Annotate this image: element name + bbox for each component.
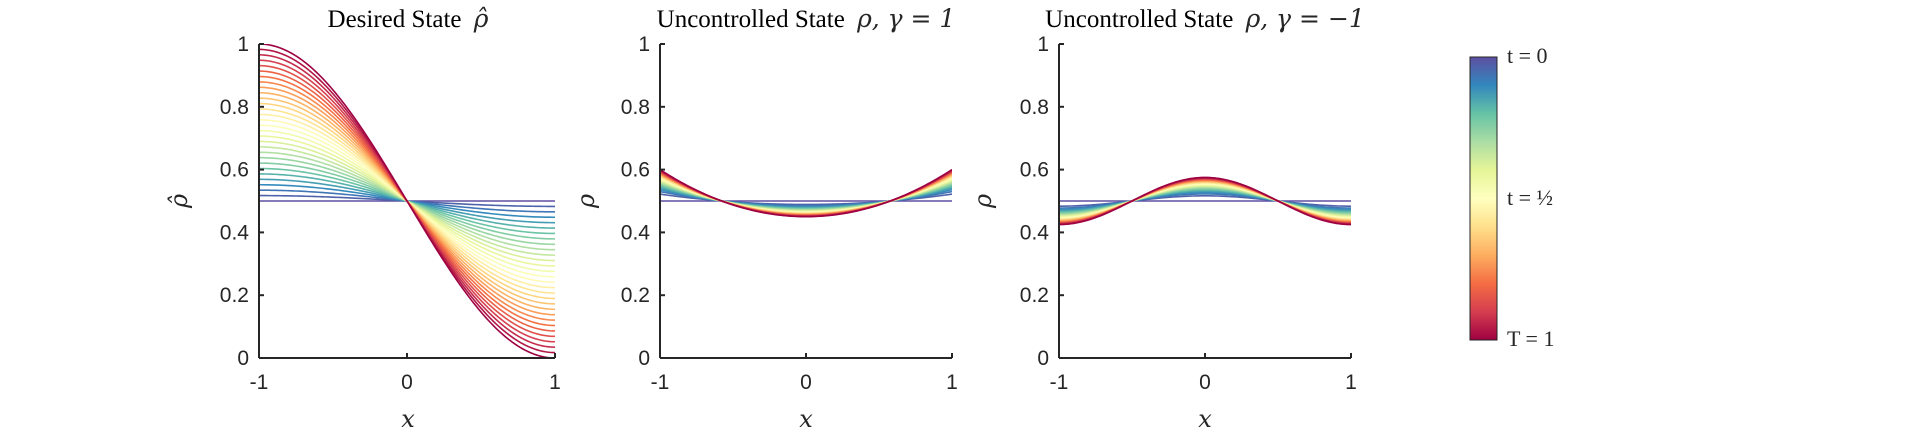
series-curves [259,44,555,359]
y-tick-label: 0.6 [621,159,650,182]
y-axis-label: ρ [572,194,600,209]
series-line [1059,195,1351,207]
series-line [1059,176,1351,226]
panel-title: Uncontrolled State ρ, γ = 1 [657,4,956,33]
x-tick-label: -1 [250,371,269,394]
panel-desired-state: Desired State ρ̂ 00.20.40.60.81-1 0 1 x ρ̂ [165,4,561,433]
axes: 00.20.40.60.81-1 0 1 [220,33,561,394]
series-curves [1059,176,1351,226]
y-tick-label: 0.6 [1020,159,1049,182]
series-line [259,44,555,359]
y-tick-label: 0.2 [621,284,650,307]
axes: 00.20.40.60.81-1 0 1 [621,33,958,394]
x-axis-label: x [799,405,813,433]
y-tick-label: 0.2 [220,284,249,307]
y-tick-label: 0 [237,347,249,370]
y-tick-label: 0.8 [220,96,249,119]
x-tick-label: 1 [549,371,561,394]
y-tick-label: 0.6 [220,159,249,182]
x-tick-label: 0 [1199,371,1211,394]
panel-title: Uncontrolled State ρ, γ = −1 [1045,4,1365,33]
panel-title-symbol: ρ, γ = 1 [856,4,955,33]
panel-title-symbol: ρ̂ [473,4,489,33]
panel-title: Desired State ρ̂ [328,4,489,33]
x-tick-label: 1 [946,371,958,394]
series-curves [660,168,952,218]
y-tick-label: 0.4 [220,221,250,244]
y-tick-label: 1 [638,33,650,56]
panel-uncontrolled-gamma-1: Uncontrolled State ρ, γ = 1 0 0.2 0.4 0.6 0.… [572,4,958,433]
y-axis-label: ρ [969,194,997,209]
x-axis-label: x [1198,405,1212,433]
panel-title-text: Uncontrolled State [1045,6,1233,33]
plot-area [259,44,555,359]
y-tick-label: 0.8 [1020,96,1049,119]
x-tick-label: 1 [1345,371,1357,394]
y-tick-label: 0.2 [1020,284,1049,307]
y-tick-label: 0.8 [621,96,650,119]
colorbar: t = 0 t = ½ T = 1 [1469,43,1554,351]
panel-title-symbol: ρ, γ = −1 [1245,4,1365,33]
y-tick-label: 1 [237,33,249,56]
y-tick-label: 0.4 [1020,221,1050,244]
colorbar-label-middle: t = ½ [1507,185,1553,210]
y-tick-label: 0.4 [621,221,651,244]
axes: 00.20.40.60.81-1 0 1 [1020,33,1357,394]
plot-area [660,168,952,218]
x-tick-label: 0 [800,371,812,394]
colorbar-label-top: t = 0 [1507,43,1548,68]
y-tick-label: 1 [1037,33,1049,56]
y-tick-label: 0 [638,347,650,370]
x-tick-label: 0 [401,371,413,394]
y-tick-label: 0 [1037,347,1049,370]
panel-title-text: Desired State [328,6,462,33]
series-line [660,168,952,218]
panel-uncontrolled-gamma-neg1: Uncontrolled State ρ, γ = −1 0 0.2 0.4 0.6 0… [969,4,1365,433]
colorbar-label-bottom: T = 1 [1507,326,1554,351]
x-axis-label: x [401,405,415,433]
panel-title-text: Uncontrolled State [657,6,845,33]
colorbar-gradient [1469,56,1498,341]
y-axis-label: ρ̂ [165,194,193,209]
plot-area [1059,176,1351,226]
x-tick-label: -1 [1050,371,1069,394]
x-tick-label: -1 [651,371,670,394]
